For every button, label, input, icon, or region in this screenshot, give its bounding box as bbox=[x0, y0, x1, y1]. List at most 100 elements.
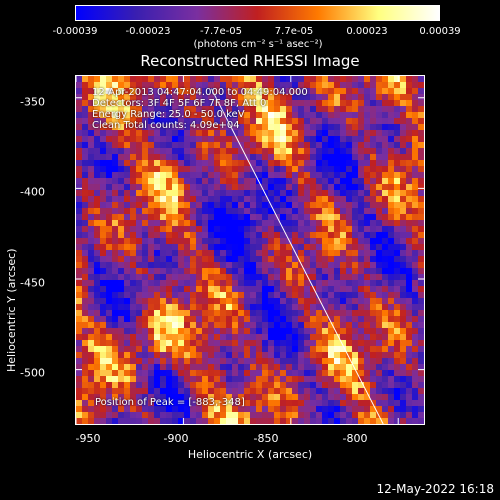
heatmap-cell bbox=[256, 274, 262, 280]
heatmap-cell bbox=[220, 136, 226, 142]
heatmap-cell bbox=[412, 298, 418, 304]
heatmap-cell bbox=[316, 214, 322, 220]
heatmap-cell bbox=[412, 118, 418, 124]
heatmap-cell bbox=[154, 346, 160, 352]
heatmap-cell bbox=[274, 376, 280, 382]
heatmap-cell bbox=[88, 112, 94, 118]
heatmap-cell bbox=[256, 220, 262, 226]
heatmap-cell bbox=[274, 334, 280, 340]
heatmap-cell bbox=[88, 172, 94, 178]
heatmap-cell bbox=[310, 142, 316, 148]
heatmap-cell bbox=[82, 388, 88, 394]
heatmap-cell bbox=[154, 286, 160, 292]
heatmap-cell bbox=[190, 310, 196, 316]
heatmap-cell bbox=[106, 130, 112, 136]
heatmap-cell bbox=[340, 286, 346, 292]
heatmap-cell bbox=[316, 394, 322, 400]
heatmap-cell bbox=[88, 124, 94, 130]
heatmap-cell bbox=[250, 250, 256, 256]
heatmap-cell bbox=[280, 118, 286, 124]
heatmap-cell bbox=[154, 316, 160, 322]
heatmap-cell bbox=[220, 124, 226, 130]
heatmap-cell bbox=[214, 316, 220, 322]
heatmap-cell bbox=[370, 106, 376, 112]
heatmap-cell bbox=[160, 208, 166, 214]
heatmap-cell bbox=[400, 364, 406, 370]
heatmap-cell bbox=[232, 268, 238, 274]
heatmap-cell bbox=[106, 394, 112, 400]
heatmap-cell bbox=[190, 382, 196, 388]
heatmap-cell bbox=[226, 322, 232, 328]
heatmap-cell bbox=[352, 328, 358, 334]
heatmap-cell bbox=[76, 328, 82, 334]
heatmap-cell bbox=[382, 148, 388, 154]
heatmap-cell bbox=[106, 214, 112, 220]
heatmap-cell bbox=[412, 274, 418, 280]
heatmap-cell bbox=[352, 364, 358, 370]
heatmap-cell bbox=[142, 376, 148, 382]
heatmap-cell bbox=[298, 298, 304, 304]
heatmap-cell bbox=[184, 142, 190, 148]
heatmap-cell bbox=[298, 328, 304, 334]
heatmap-cell bbox=[280, 214, 286, 220]
heatmap-cell bbox=[310, 184, 316, 190]
heatmap-cell bbox=[142, 268, 148, 274]
heatmap-cell bbox=[310, 394, 316, 400]
heatmap-cell bbox=[280, 184, 286, 190]
heatmap-cell bbox=[166, 220, 172, 226]
heatmap-cell bbox=[142, 400, 148, 406]
heatmap-cell bbox=[136, 88, 142, 94]
heatmap-cell bbox=[322, 280, 328, 286]
heatmap-cell bbox=[226, 142, 232, 148]
heatmap-cell bbox=[304, 100, 310, 106]
heatmap-cell bbox=[232, 316, 238, 322]
heatmap-cell bbox=[130, 286, 136, 292]
heatmap-cell bbox=[322, 136, 328, 142]
heatmap-cell bbox=[172, 226, 178, 232]
heatmap-cell bbox=[208, 202, 214, 208]
heatmap-cell bbox=[262, 130, 268, 136]
heatmap-cell bbox=[130, 400, 136, 406]
heatmap-cell bbox=[112, 406, 118, 412]
heatmap-cell bbox=[334, 298, 340, 304]
peak-label: Position of Peak = [-883,-348] bbox=[95, 397, 245, 408]
heatmap-cell bbox=[268, 388, 274, 394]
heatmap-cell bbox=[358, 358, 364, 364]
heatmap-cell bbox=[334, 280, 340, 286]
heatmap-cell bbox=[160, 256, 166, 262]
heatmap-cell bbox=[322, 250, 328, 256]
heatmap-cell bbox=[232, 112, 238, 118]
heatmap-cell bbox=[178, 358, 184, 364]
heatmap-cell bbox=[190, 406, 196, 412]
x-tick-label-3: -800 bbox=[342, 432, 368, 445]
heatmap-cell bbox=[154, 298, 160, 304]
heatmap-cell bbox=[412, 238, 418, 244]
heatmap-cell bbox=[286, 352, 292, 358]
heatmap-cell bbox=[112, 184, 118, 190]
heatmap-cell bbox=[382, 358, 388, 364]
heatmap-cell bbox=[202, 316, 208, 322]
heatmap-cell bbox=[238, 238, 244, 244]
heatmap-cell bbox=[370, 364, 376, 370]
heatmap-cell bbox=[280, 358, 286, 364]
heatmap-cell bbox=[196, 400, 202, 406]
heatmap-cell bbox=[292, 172, 298, 178]
heatmap-cell bbox=[364, 352, 370, 358]
heatmap-cell bbox=[358, 244, 364, 250]
heatmap-cell bbox=[76, 358, 82, 364]
heatmap-cell bbox=[94, 136, 100, 142]
heatmap-cell bbox=[286, 250, 292, 256]
heatmap-cell bbox=[190, 334, 196, 340]
heatmap-cell bbox=[214, 418, 220, 424]
heatmap-cell bbox=[208, 250, 214, 256]
heatmap-cell bbox=[400, 292, 406, 298]
heatmap-cell bbox=[298, 172, 304, 178]
heatmap-cell bbox=[346, 226, 352, 232]
heatmap-cell bbox=[388, 196, 394, 202]
heatmap-cell bbox=[268, 94, 274, 100]
heatmap-cell bbox=[262, 304, 268, 310]
heatmap-cell bbox=[352, 82, 358, 88]
heatmap-cell bbox=[208, 358, 214, 364]
heatmap-cell bbox=[88, 268, 94, 274]
heatmap-cell bbox=[250, 190, 256, 196]
